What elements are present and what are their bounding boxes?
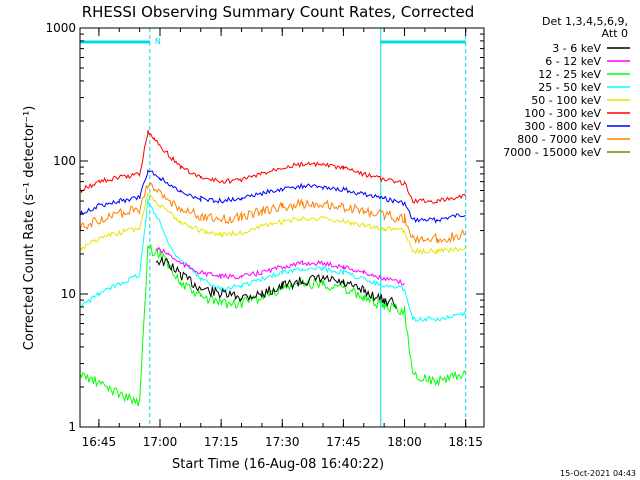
legend-entry-label: 800 - 7000 keV (517, 133, 601, 146)
y-tick-label: 1 (68, 420, 76, 434)
series-line-100-300keV (79, 130, 467, 204)
series-line-300-800keV (79, 169, 466, 224)
series-line-3-6keV (155, 256, 397, 309)
series-line-6-12keV (155, 246, 405, 286)
series-line-25-50keV (79, 198, 467, 322)
legend-entry-label: 6 - 12 keV (545, 55, 601, 68)
axis-ticks: 1 10 100 1000 16:45 17:00 17:15 17:30 17:45 18:00… (45, 21, 484, 449)
night-marker-label: N (155, 37, 161, 46)
x-axis-label: Start Time (16-Aug-08 16:40:22) (172, 457, 384, 472)
x-tick-label: 17:15 (204, 435, 239, 449)
legend-header: Att 0 (602, 27, 628, 40)
series-line-12-25keV (79, 243, 467, 407)
legend-entry-label: 25 - 50 keV (538, 81, 601, 94)
x-tick-label: 16:45 (82, 435, 117, 449)
legend-entry-label: 7000 - 15000 keV (503, 146, 601, 159)
series-line-50-100keV (79, 192, 466, 255)
x-tick-label: 17:45 (326, 435, 361, 449)
legend-entry-label: 12 - 25 keV (538, 68, 601, 81)
y-tick-label: 100 (53, 154, 76, 168)
x-tick-label: 18:00 (387, 435, 422, 449)
series-line-800-7000keV (79, 182, 466, 245)
x-tick-label: 17:30 (265, 435, 300, 449)
y-tick-label: 1000 (45, 21, 76, 35)
y-tick-label: 10 (61, 287, 76, 301)
plot-frame (79, 27, 485, 428)
chart-title: RHESSI Observing Summary Count Rates, Co… (82, 3, 475, 21)
legend-header: Det 1,3,4,5,6,9, (542, 15, 628, 28)
plot-area: N (79, 28, 467, 427)
legend-entry-label: 300 - 800 keV (524, 120, 601, 133)
legend-entry-label: 3 - 6 keV (552, 42, 601, 55)
legend-entry-label: 100 - 300 keV (524, 107, 601, 120)
timestamp: 15-Oct-2021 04:43 (560, 469, 636, 478)
legend-entry-label: 50 - 100 keV (531, 94, 601, 107)
y-axis-label: Corrected Count Rate (s⁻¹ detector⁻¹) (22, 106, 37, 351)
x-tick-label: 18:15 (448, 435, 483, 449)
x-tick-label: 17:00 (143, 435, 178, 449)
